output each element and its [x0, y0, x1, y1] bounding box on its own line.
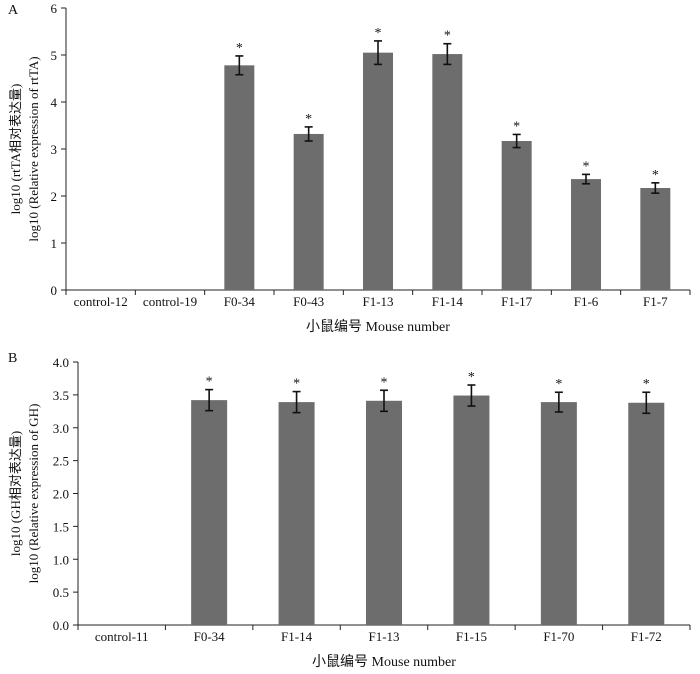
x-category-label: control-12 — [74, 294, 128, 309]
x-category-label: F1-7 — [643, 294, 668, 309]
significance-star: * — [375, 26, 382, 41]
significance-star: * — [305, 112, 312, 127]
y-tick-label: 0 — [51, 283, 58, 298]
y-tick-label: 2.5 — [53, 454, 69, 469]
x-category-label: F1-17 — [501, 294, 533, 309]
bar — [366, 400, 402, 625]
significance-star: * — [293, 377, 300, 392]
y-tick-label: 0.0 — [53, 618, 69, 633]
y-tick-label: 1.5 — [53, 519, 69, 534]
chart-panel-b: 0.0 0.5 1.0 1.5 2.0 2.5 3.0 3.5 4.0 control-11 * F0… — [8, 351, 691, 670]
y-tick-label: 2 — [51, 189, 58, 204]
significance-star: * — [444, 29, 451, 44]
bar — [640, 188, 671, 290]
bar — [293, 133, 324, 290]
x-category-label: F0-34 — [194, 629, 226, 644]
panel-letter: B — [8, 351, 17, 366]
y-axis-title-en: log10 (Relative expression of rtTA) — [26, 56, 41, 241]
y-axis-title-cn: log10 (GH相对表达量) — [8, 431, 23, 556]
x-category-label: F0-34 — [224, 294, 256, 309]
x-category-label: F1-70 — [543, 629, 574, 644]
y-axis-title-cn: log10 (rtTA相对表达量) — [8, 84, 23, 215]
y-axis-title-en: log10 (Relative expression of GH) — [26, 404, 41, 584]
y-tick-label: 1 — [51, 236, 58, 251]
x-category-label: F0-43 — [293, 294, 324, 309]
bar — [540, 402, 577, 625]
x-category-label: control-19 — [143, 294, 197, 309]
bar — [453, 395, 490, 625]
significance-star: * — [652, 168, 659, 183]
x-category-label: F1-13 — [362, 294, 393, 309]
significance-star: * — [513, 119, 520, 134]
panel-letter: A — [8, 3, 19, 18]
y-tick-label: 3.0 — [53, 421, 69, 436]
significance-star: * — [643, 377, 650, 392]
y-tick-label: 4.0 — [53, 355, 69, 370]
y-tick-label: 4 — [51, 95, 58, 110]
y-tick-label: 1.0 — [53, 552, 69, 567]
significance-star: * — [583, 159, 590, 174]
significance-star: * — [206, 375, 213, 390]
y-tick-label: 0.5 — [53, 585, 69, 600]
x-category-label: F1-13 — [368, 629, 399, 644]
significance-star: * — [381, 375, 388, 390]
x-category-label: F1-14 — [432, 294, 464, 309]
bar — [363, 52, 393, 291]
bar — [501, 141, 532, 290]
bar — [278, 402, 315, 625]
significance-star: * — [468, 370, 475, 385]
x-category-label: F1-14 — [281, 629, 313, 644]
y-tick-label: 6 — [51, 1, 58, 16]
x-axis-title: 小鼠编号 Mouse number — [312, 654, 456, 670]
bar — [432, 54, 463, 291]
x-axis-title: 小鼠编号 Mouse number — [306, 319, 450, 335]
x-category-label: control-11 — [95, 629, 149, 644]
x-category-label: F1-6 — [574, 294, 599, 309]
bar — [191, 400, 228, 625]
x-category-label: F1-15 — [456, 629, 487, 644]
significance-star: * — [555, 377, 562, 392]
significance-star: * — [236, 41, 243, 56]
y-tick-label: 2.0 — [53, 487, 69, 502]
bar — [571, 179, 601, 290]
x-category-label: F1-72 — [631, 629, 662, 644]
y-tick-label: 5 — [51, 48, 58, 63]
y-tick-label: 3 — [51, 142, 58, 157]
bar — [628, 402, 665, 625]
y-tick-label: 3.5 — [53, 388, 69, 403]
chart-panel-a: 0 1 2 3 4 5 6 control-12 control-19 * F0-34 * F0-43 *… — [8, 1, 691, 335]
bar — [224, 65, 255, 290]
